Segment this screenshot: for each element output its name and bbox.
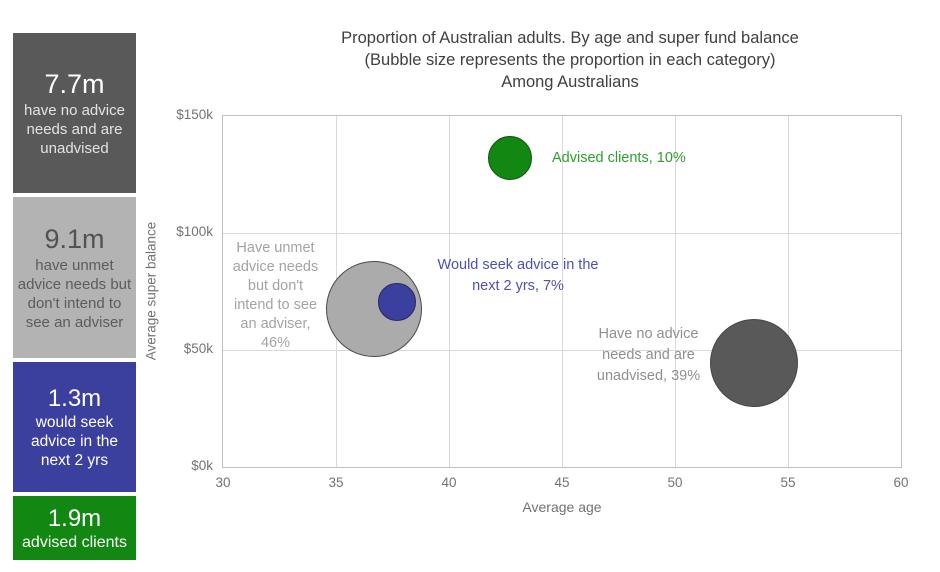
bubble-label-would-seek-advice: Would seek advice in the next 2 yrs, 7%	[423, 255, 613, 297]
x-tick-35: 35	[328, 475, 344, 490]
bubble-label-line: 46%	[260, 335, 291, 351]
y-gridline-50k	[223, 350, 901, 351]
stat-card-no-advice-needs: 7.7m have no advice needs and are unadvi…	[13, 33, 136, 193]
x-tick-55: 55	[780, 475, 796, 490]
stat-value: 9.1m	[44, 224, 105, 254]
bubble-label-line: an adviser,	[240, 316, 311, 332]
x-gridline-50	[675, 116, 676, 467]
bubble-label-line: unadvised, 39%	[596, 368, 701, 384]
stat-card-unmet-advice-needs: 9.1m have unmet advice needs but don't i…	[13, 197, 136, 358]
bubble-would-seek-advice	[378, 283, 416, 321]
stat-label: have no advice needs and are unadvised	[24, 102, 125, 157]
bubble-label-line: advice needs	[232, 259, 319, 275]
stat-card-advised-clients: 1.9m advised clients	[13, 496, 136, 560]
x-gridline-55	[788, 116, 789, 467]
x-gridline-40	[449, 116, 450, 467]
x-tick-50: 50	[667, 475, 683, 490]
y-tick-100k: $100k	[176, 224, 213, 239]
stat-label: advised clients	[22, 533, 127, 551]
y-axis-title: Average super balance	[143, 221, 159, 361]
stat-value: 7.7m	[44, 69, 105, 99]
bubble-label-advised-clients: Advised clients, 10%	[552, 148, 762, 168]
x-tick-30: 30	[215, 475, 231, 490]
y-tick-0k: $0k	[191, 458, 213, 473]
bubble-label-line: Advised clients, 10%	[552, 150, 686, 166]
bubble-label-line: Have no advice	[598, 326, 699, 342]
y-gridline-100k	[223, 233, 901, 234]
y-tick-150k: $150k	[176, 107, 213, 122]
x-gridline-45	[562, 116, 563, 467]
bubble-label-line: but don't	[247, 278, 304, 294]
chart-title: Proportion of Australian adults. By age …	[230, 27, 910, 93]
stat-card-would-seek-advice: 1.3m would seek advice in the next 2 yrs	[13, 362, 136, 492]
bubble-label-line: intend to see	[233, 297, 318, 313]
stat-value: 1.3m	[47, 384, 102, 412]
bubble-label-line: needs and are	[602, 347, 695, 363]
plot-area: Average super balance Average age 30 35 40…	[144, 107, 909, 515]
bubble-no-advice-needs	[709, 318, 799, 408]
bubble-label-line: next 2 yrs, 7%	[472, 278, 564, 294]
stat-label: would seek advice in the next 2 yrs	[30, 413, 119, 469]
chart-title-line-1: Proportion of Australian adults. By age …	[341, 29, 799, 47]
bubble-label-line: Have unmet	[236, 240, 315, 256]
x-axis-title: Average age	[522, 499, 602, 515]
chart-title-line-3: Among Australians	[501, 73, 639, 91]
x-tick-40: 40	[441, 475, 457, 490]
bubble-label-no-advice-needs: Have no advice needs and are unadvised, 39…	[586, 324, 711, 387]
x-tick-60: 60	[893, 475, 909, 490]
x-tick-45: 45	[554, 475, 570, 490]
chart-title-line-2: (Bubble size represents the proportion i…	[364, 51, 776, 69]
bubble-label-unmet-advice-needs: Have unmet advice needs but don't intend to…	[223, 239, 328, 353]
stat-label: have unmet advice needs but don't intend…	[17, 257, 132, 331]
bubble-label-line: Would seek advice in the	[437, 257, 599, 273]
y-tick-50k: $50k	[183, 341, 213, 356]
stat-value: 1.9m	[47, 504, 102, 532]
bubble-advised-clients	[487, 135, 533, 181]
